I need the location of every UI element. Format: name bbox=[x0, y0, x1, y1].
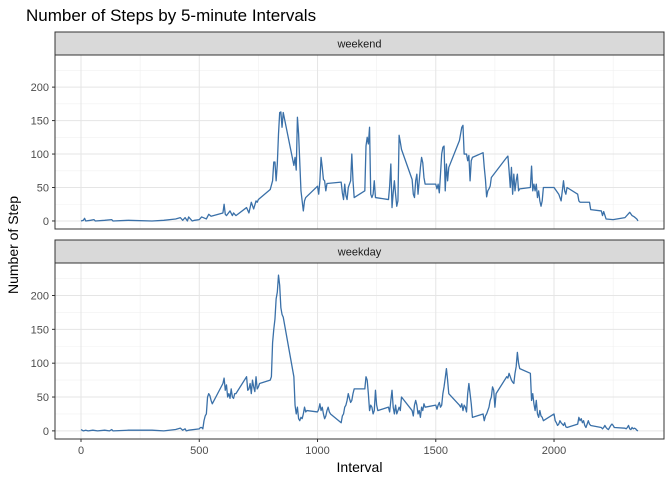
panel-weekend-series bbox=[80, 111, 639, 222]
y-tick-label: 150 bbox=[31, 116, 49, 128]
y-axis-title: Number of Step bbox=[5, 196, 21, 294]
chart-title: Number of Steps by 5-minute Intervals bbox=[26, 6, 316, 25]
panel-weekday-y-ticks: 0 50 100 150 200 bbox=[31, 290, 55, 438]
y-tick-label: 150 bbox=[31, 324, 49, 336]
panel-weekday-series bbox=[80, 274, 639, 432]
panel-weekend-background bbox=[55, 55, 664, 229]
panel-weekday: weekday 0 50 100 150 200 bbox=[31, 239, 665, 440]
x-axis-title: Interval bbox=[337, 459, 383, 475]
strip-label-weekday: weekday bbox=[337, 247, 382, 259]
panel-weekday-background bbox=[55, 263, 664, 439]
strip-label-weekend: weekend bbox=[336, 39, 381, 51]
y-tick-label: 50 bbox=[37, 183, 49, 195]
y-tick-label: 200 bbox=[31, 82, 49, 94]
y-tick-label: 200 bbox=[31, 290, 49, 302]
x-tick-label: 1500 bbox=[424, 445, 448, 457]
y-tick-label: 50 bbox=[37, 392, 49, 404]
strip-weekend bbox=[54, 31, 665, 56]
panel-weekend-y-ticks: 0 50 100 150 200 bbox=[31, 82, 55, 228]
x-axis: 0 500 1000 1500 2000 bbox=[78, 439, 566, 457]
series-line-weekend bbox=[80, 111, 639, 222]
series-line-weekday bbox=[80, 274, 639, 432]
y-tick-label: 100 bbox=[31, 358, 49, 370]
x-tick-label: 0 bbox=[78, 445, 84, 457]
x-tick-label: 1000 bbox=[305, 445, 329, 457]
strip-weekday bbox=[54, 239, 665, 264]
panel-weekday-grid bbox=[55, 263, 664, 439]
panel-weekend-grid bbox=[55, 55, 664, 229]
x-tick-label: 2000 bbox=[542, 445, 566, 457]
y-tick-label: 0 bbox=[43, 216, 49, 228]
y-tick-label: 100 bbox=[31, 149, 49, 161]
y-tick-label: 0 bbox=[43, 426, 49, 438]
x-tick-label: 500 bbox=[190, 445, 208, 457]
panel-weekend: weekend 0 50 100 150 200 bbox=[31, 31, 665, 230]
